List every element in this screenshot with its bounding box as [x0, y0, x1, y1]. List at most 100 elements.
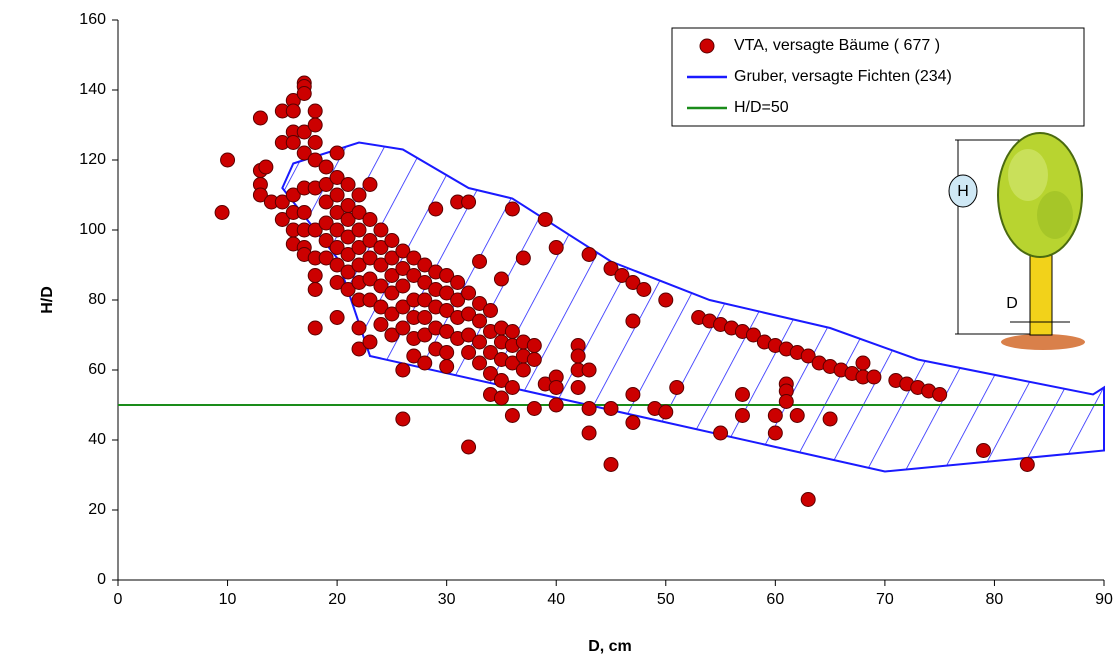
- point: [384, 327, 400, 343]
- point: [439, 324, 455, 339]
- point: [515, 362, 531, 378]
- point: [351, 187, 367, 203]
- point: [285, 135, 301, 150]
- point: [307, 152, 323, 168]
- point: [351, 222, 367, 238]
- point: [614, 268, 630, 283]
- point: [493, 390, 509, 406]
- y-tick-label: 140: [79, 81, 106, 98]
- point: [570, 348, 586, 364]
- point: [274, 194, 290, 210]
- annotation: D: [1006, 295, 1018, 312]
- point: [789, 408, 805, 423]
- y-tick-label: 100: [79, 221, 106, 238]
- point: [395, 362, 411, 378]
- point: [493, 373, 509, 388]
- point: [767, 408, 783, 423]
- point: [581, 401, 597, 416]
- y-tick-label: 120: [79, 151, 106, 168]
- point: [395, 243, 411, 259]
- x-axis-title: D, cm: [588, 638, 632, 655]
- point: [329, 310, 345, 325]
- point: [581, 362, 597, 378]
- point: [296, 124, 312, 140]
- point: [450, 292, 466, 308]
- point: [855, 355, 871, 371]
- point: [472, 355, 488, 371]
- point: [373, 317, 389, 332]
- x-tick-label: 70: [876, 591, 894, 608]
- point: [285, 103, 301, 119]
- y-tick-label: 20: [88, 501, 106, 518]
- point: [417, 257, 433, 273]
- point: [428, 201, 444, 217]
- point: [417, 275, 433, 290]
- annotation: H: [957, 183, 969, 200]
- point: [406, 348, 422, 364]
- point: [504, 201, 520, 217]
- point: [450, 275, 466, 290]
- point: [461, 306, 477, 322]
- point: [373, 240, 389, 255]
- point: [351, 341, 367, 357]
- point: [307, 268, 323, 283]
- point: [373, 278, 389, 294]
- point: [526, 338, 542, 353]
- y-tick-label: 40: [88, 431, 106, 448]
- point: [417, 310, 433, 325]
- point: [329, 187, 345, 203]
- point: [329, 222, 345, 238]
- y-tick-label: 60: [88, 361, 106, 378]
- point: [258, 159, 274, 175]
- point: [515, 250, 531, 266]
- x-tick-label: 0: [114, 591, 123, 608]
- point: [439, 359, 455, 374]
- point: [734, 408, 750, 423]
- point: [351, 257, 367, 273]
- point: [318, 215, 334, 231]
- point: [362, 292, 378, 308]
- point: [581, 425, 597, 441]
- point: [625, 275, 641, 290]
- point: [461, 345, 477, 360]
- point: [461, 439, 477, 455]
- point: [603, 401, 619, 416]
- point: [493, 271, 509, 287]
- point: [482, 366, 498, 381]
- point: [866, 369, 882, 385]
- point: [252, 110, 268, 126]
- point: [778, 394, 794, 409]
- legend-box: [671, 27, 1085, 127]
- point: [439, 345, 455, 360]
- point: [362, 212, 378, 227]
- legend-label: Gruber, versagte Fichten (234): [734, 68, 952, 85]
- point: [307, 320, 323, 336]
- point: [384, 285, 400, 301]
- point: [307, 282, 323, 297]
- y-tick-label: 160: [79, 11, 106, 28]
- x-tick-label: 20: [328, 591, 346, 608]
- point: [329, 145, 345, 161]
- point: [658, 292, 674, 308]
- point: [439, 285, 455, 301]
- point: [767, 425, 783, 441]
- point: [384, 233, 400, 248]
- point: [537, 212, 553, 227]
- point: [472, 254, 488, 269]
- point: [800, 348, 816, 364]
- point: [340, 264, 356, 280]
- point: [340, 247, 356, 262]
- point: [351, 240, 367, 255]
- point: [800, 492, 816, 507]
- point: [395, 299, 411, 315]
- legend-label: H/D=50: [734, 99, 789, 116]
- point: [220, 152, 236, 168]
- point: [548, 240, 564, 255]
- point: [439, 303, 455, 318]
- point: [285, 187, 301, 203]
- point: [351, 205, 367, 220]
- point: [461, 285, 477, 301]
- point: [932, 387, 948, 402]
- point: [526, 352, 542, 367]
- point: [581, 247, 597, 262]
